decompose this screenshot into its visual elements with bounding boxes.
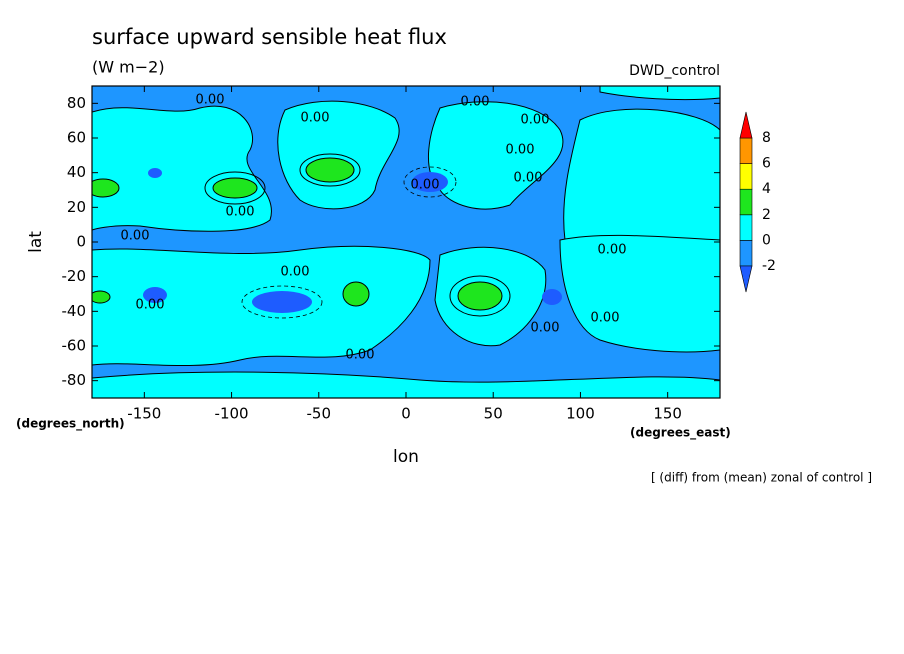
colorbar-label: 0 (762, 232, 771, 248)
x-tick-label: 150 (653, 405, 682, 423)
y-tick-label: 0 (76, 233, 86, 251)
colorbar-box (739, 137, 753, 164)
y-tick-label: 80 (67, 94, 86, 112)
colorbar: -2 0 2 4 6 8 (739, 111, 776, 293)
units: (W m−2) (92, 58, 165, 77)
dataset-label: DWD_control (629, 63, 720, 79)
x-tick-label: -100 (215, 405, 249, 423)
contour-label: 0.00 (301, 111, 330, 126)
contour-lines (204, 153, 511, 319)
y-tick-label: -40 (62, 302, 87, 320)
contour-label: 0.00 (506, 143, 535, 158)
contour-label: 0.00 (281, 265, 310, 280)
y-units: (degrees_north) (16, 417, 125, 432)
contour-label: 0.00 (136, 298, 165, 313)
y-axis-label: lat (26, 231, 46, 253)
negative-regions (143, 168, 562, 313)
x-units: (degrees_east) (630, 426, 731, 441)
colorbar-label: 8 (762, 130, 771, 146)
colorbar-label: 2 (762, 207, 771, 223)
contour-label: 0.00 (591, 311, 620, 326)
x-tick-label: 0 (401, 405, 411, 423)
colorbar-box (739, 188, 753, 216)
x-tick-label: 100 (566, 405, 595, 423)
y-tick-label: -80 (62, 371, 87, 389)
x-axis-label: lon (393, 447, 419, 467)
contour-label: 0.00 (226, 205, 255, 220)
contour-label: 0.00 (598, 243, 627, 258)
colorbar-high (739, 111, 753, 139)
chart-title: surface upward sensible heat flux (92, 25, 447, 49)
contour-label: 0.00 (531, 321, 560, 336)
colorbar-box (739, 163, 753, 190)
y-tick-label: -20 (62, 267, 87, 285)
x-tick-label: -50 (307, 405, 332, 423)
contour-map: 0.00 0.00 0.00 0.00 0.00 0.00 0.00 0.00 0.00 0.00… (92, 86, 720, 398)
colorbar-label: -2 (762, 258, 776, 274)
contour-label: 0.00 (514, 171, 543, 186)
x-tick-label: -150 (127, 405, 161, 423)
x-tick-label: 50 (484, 405, 503, 423)
y-tick-label: -60 (62, 337, 87, 355)
contour-label: 0.00 (196, 93, 225, 108)
y-tick-label: 60 (67, 129, 86, 147)
colorbar-box (739, 214, 753, 241)
contour-label: 0.00 (411, 178, 440, 193)
contour-label: 0.00 (346, 348, 375, 363)
strong-positive-regions (92, 157, 503, 311)
colorbar-box (739, 240, 753, 267)
contour-label: 0.00 (521, 113, 550, 128)
colorbar-label: 6 (762, 156, 771, 172)
note: [ (diff) from (mean) zonal of control ] (651, 471, 872, 485)
y-tick-label: 40 (67, 163, 86, 181)
contour-label: 0.00 (461, 95, 490, 110)
y-tick-label: 20 (67, 198, 86, 216)
colorbar-label: 4 (762, 181, 771, 197)
contour-label: 0.00 (121, 229, 150, 244)
colorbar-low (739, 265, 753, 293)
